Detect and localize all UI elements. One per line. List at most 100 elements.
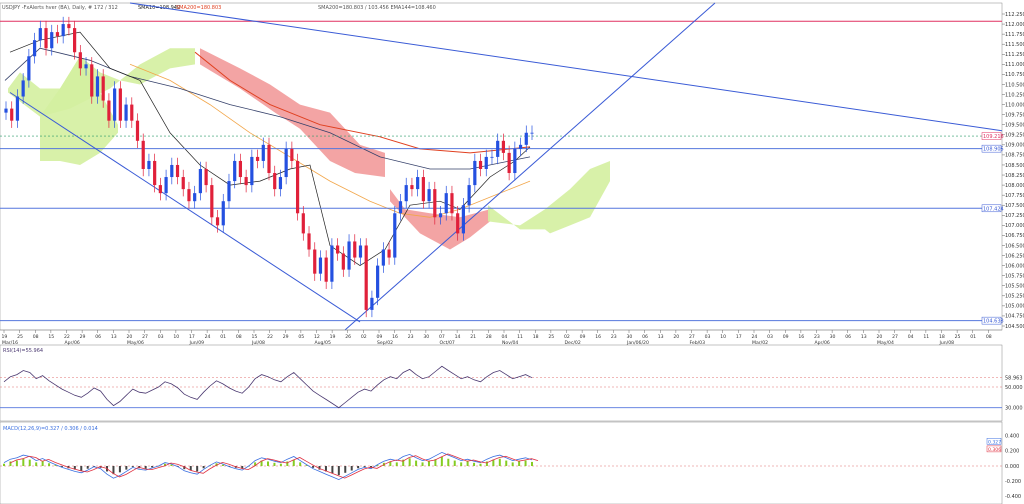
candle-body (421, 177, 425, 202)
macd-histogram-bar (131, 466, 134, 467)
candle-body (198, 168, 202, 194)
macd-histogram-bar (440, 456, 443, 466)
macd-histogram-bar (473, 462, 476, 466)
x-tick-label: 05 (298, 334, 304, 340)
x-tick-label: 23 (611, 334, 617, 340)
cloud-bull-lower (40, 56, 118, 165)
x-month-label: Feb/03 (690, 340, 706, 346)
candle-body (490, 156, 494, 158)
candle-body (524, 132, 528, 145)
x-tick-label: 10 (173, 334, 179, 340)
x-tick-label: 10 (720, 334, 726, 340)
macd-histogram-bar (518, 461, 521, 466)
x-tick-label: 11 (517, 334, 523, 340)
x-month-label: Jul/08 (251, 340, 265, 346)
candle-body (141, 140, 145, 169)
price-label-current: 109.218 (983, 134, 1004, 140)
x-tick-label: 04 (502, 334, 508, 340)
chart-header-sma200: SMA200=180.803 (176, 5, 221, 11)
macd-histogram-bar (254, 462, 257, 466)
price-tick-label: 104.750 (1005, 314, 1024, 320)
x-tick-label: 28 (486, 334, 492, 340)
x-tick-label: 17 (736, 334, 742, 340)
x-tick-label: 18 (939, 334, 945, 340)
candle-body (461, 205, 465, 234)
price-tick-label: 112.250 (1005, 12, 1024, 18)
price-tick-label: 106.000 (1005, 263, 1024, 269)
macd-histogram-bar (363, 466, 366, 467)
candle-body (147, 160, 151, 169)
x-tick-label: 23 (814, 334, 820, 340)
candle-body (313, 249, 317, 274)
candle-body (193, 193, 197, 202)
x-tick-label: 06 (642, 334, 648, 340)
candle-body (44, 28, 48, 49)
x-month-label: Apr/06 (65, 340, 80, 346)
candle-body (4, 108, 8, 113)
macd-histogram-bar (189, 466, 192, 471)
x-tick-label: 14 (455, 334, 461, 340)
candle-body (398, 201, 403, 214)
candle-body (107, 100, 111, 121)
x-tick-label: 08 (986, 334, 992, 340)
price-label-level-low: 104.633 (983, 319, 1004, 325)
macd-histogram-bar (196, 466, 199, 472)
price-tick-label: 111.250 (1005, 52, 1024, 58)
macd-histogram-bar (125, 466, 128, 470)
candle-body (404, 185, 408, 202)
candle-body (55, 32, 60, 37)
macd-histogram-bar (144, 466, 147, 469)
macd-histogram-bar (498, 458, 501, 466)
candle-body (135, 120, 140, 141)
macd-histogram-bar (221, 464, 224, 466)
macd-tick-label: 0.000 (1005, 464, 1019, 470)
candle-body (501, 140, 506, 153)
price-tick-label: 109.500 (1005, 123, 1024, 129)
cloud-bear-late (390, 189, 490, 250)
x-tick-label: 12 (314, 334, 320, 340)
candle-body (215, 217, 220, 226)
candle-body (233, 160, 237, 182)
x-tick-label: 01 (220, 334, 226, 340)
x-tick-label: 03 (705, 334, 711, 340)
x-month-label: Jun/09 (189, 340, 205, 346)
macd-histogram-bar (312, 466, 315, 468)
macd-histogram-bar (3, 463, 5, 466)
macd-signal-box (986, 445, 1002, 453)
macd-histogram-bar (170, 464, 173, 466)
rsi-panel (0, 344, 1003, 422)
candle-body (15, 96, 20, 121)
candle-body (210, 185, 214, 218)
price-tick-label: 108.750 (1005, 153, 1024, 159)
macd-histogram-bar (22, 458, 25, 466)
rsi-tick-label: 30.000 (1005, 405, 1023, 411)
price-tick-label: 109.000 (1005, 143, 1024, 149)
x-tick-label: 25 (17, 334, 23, 340)
x-month-label: Dec/02 (565, 340, 581, 346)
candle-body (456, 213, 460, 234)
candle-body (101, 76, 105, 101)
macd-histogram-bar (408, 458, 411, 466)
macd-histogram-bar (421, 462, 424, 466)
macd-histogram-bar (273, 462, 276, 466)
macd-histogram-bar (151, 466, 154, 468)
x-tick-label: 30 (830, 334, 836, 340)
macd-histogram-bar (9, 461, 12, 466)
x-tick-label: 30 (423, 334, 429, 340)
candle-body (170, 164, 174, 178)
macd-histogram-bar (447, 458, 450, 466)
candle-body (278, 177, 283, 190)
candle-body (273, 173, 277, 190)
candle-body (381, 249, 385, 266)
cloud-bull-future (488, 160, 610, 234)
macd-histogram-bar (299, 462, 302, 466)
macd-signal-label: 0.306 (988, 447, 1001, 453)
x-tick-label: 09 (580, 334, 586, 340)
candle-body (341, 253, 345, 270)
candle-body (467, 185, 471, 206)
candle-body (324, 257, 328, 282)
x-month-label: Jun/08 (939, 340, 955, 346)
macd-histogram-bar (466, 461, 469, 466)
candle-body (250, 156, 254, 186)
